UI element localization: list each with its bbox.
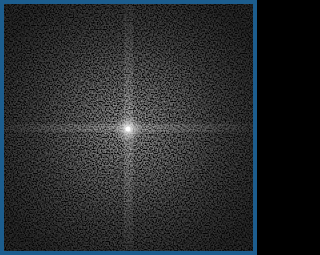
page: {} html, body { margin: 0; padding: 0; b… bbox=[0, 0, 257, 255]
body: (() => { const data = JSON.parse(documen… bbox=[0, 0, 257, 255]
dc-peak bbox=[126, 127, 131, 132]
spectrum-view bbox=[0, 0, 257, 255]
